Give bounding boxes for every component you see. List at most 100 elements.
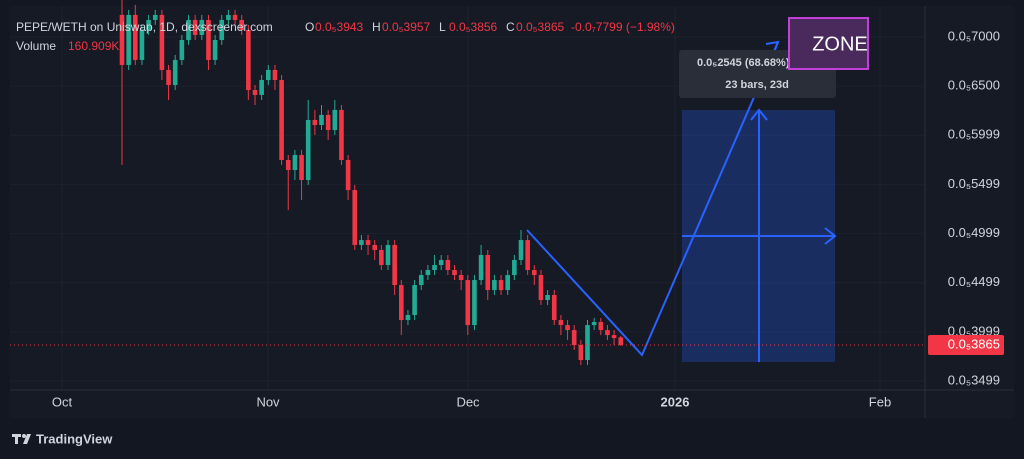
- candle-body: [139, 29, 145, 60]
- candle-body: [239, 19, 244, 30]
- candle-body: [372, 244, 377, 250]
- logo-part: [22, 434, 26, 438]
- candle-body: [339, 109, 344, 160]
- candle-body: [146, 19, 151, 30]
- x-tick-label: Oct: [52, 394, 73, 409]
- measure-label: 0.0₅2545 (68.68%) 2546: [697, 57, 817, 69]
- change-value: -0.0₇7799 (−1.98%): [571, 20, 675, 34]
- candle-body: [578, 344, 584, 361]
- candle-body: [352, 190, 358, 245]
- candle-body: [206, 19, 211, 60]
- candle-body: [538, 275, 544, 300]
- candle-body: [505, 275, 510, 291]
- ohlc-key: H: [372, 20, 381, 34]
- candle-body: [159, 14, 165, 70]
- candle-body: [591, 322, 597, 326]
- y-tick-label: 0.0₅3499: [948, 372, 1000, 387]
- y-tick-label: 0.0₅5999: [948, 127, 1000, 142]
- candle-body: [192, 19, 198, 35]
- candle-body: [532, 270, 537, 276]
- ohlc-value: 0.0₅3865: [516, 20, 565, 34]
- candle-body: [252, 90, 258, 95]
- candle-body: [512, 260, 517, 276]
- candle-body: [485, 254, 491, 291]
- candle-body: [571, 330, 577, 345]
- ohlc-key: C: [506, 20, 515, 34]
- candle-body: [152, 14, 158, 20]
- arrow-head: [750, 108, 768, 121]
- candle-body: [399, 285, 404, 321]
- candle-body: [458, 275, 464, 281]
- candle-body: [219, 19, 225, 40]
- candle-body: [226, 14, 231, 20]
- logo-part: [15, 434, 18, 444]
- y-tick-label: 0.0₅3999: [948, 323, 1000, 338]
- volume-label: Volume: [16, 39, 56, 53]
- y-tick-label: 0.0₅4999: [948, 225, 1000, 240]
- logo-part: [23, 434, 31, 444]
- x-tick-label: Nov: [256, 394, 280, 409]
- candle-body: [119, 14, 125, 65]
- candle-body: [345, 159, 351, 191]
- candle-body: [465, 280, 471, 326]
- candle-body: [545, 294, 550, 300]
- last-price-label: 0.0₅3865: [948, 336, 1000, 351]
- candle-body: [405, 315, 411, 321]
- candle-body: [478, 254, 484, 281]
- zone-label: ZONE: [812, 33, 868, 55]
- brand-name: TradingView: [36, 431, 113, 446]
- y-tick-label: 0.0₅5499: [948, 176, 1000, 191]
- candle-body: [133, 14, 138, 60]
- candle-body: [598, 322, 604, 331]
- candle-body: [332, 109, 338, 130]
- y-tick-label: 0.0₅7000: [948, 28, 1000, 43]
- candle-body: [172, 59, 178, 85]
- candle-body: [618, 337, 624, 345]
- candle-body: [246, 29, 251, 91]
- candle-body: [279, 79, 284, 160]
- y-tick-label: 0.0₅4499: [948, 274, 1000, 289]
- ohlc-value: 0.0₅3856: [449, 20, 498, 34]
- candle-body: [385, 244, 391, 266]
- candle-body: [452, 270, 457, 276]
- ohlc-value: 0.0₅3943: [315, 20, 364, 34]
- measure-label: 23 bars, 23d: [725, 79, 789, 91]
- candle-body: [266, 69, 271, 80]
- candle-body: [525, 240, 530, 271]
- candle-body: [365, 240, 371, 245]
- candle-body: [558, 320, 564, 326]
- chart-title: PEPE/WETH on Uniswap, 1D, dexscreener.co…: [16, 20, 273, 34]
- arrow-head: [824, 227, 837, 245]
- projection-line: [526, 41, 779, 357]
- volume-value: 160.909K: [68, 39, 119, 53]
- candle-body: [565, 325, 570, 331]
- candle-body: [319, 114, 324, 125]
- last-price-box: [928, 334, 1004, 355]
- ohlc-key: O: [305, 20, 314, 34]
- candle-body: [498, 280, 504, 291]
- zone-box: [788, 17, 869, 70]
- candle-body: [232, 14, 238, 20]
- candle-body: [432, 265, 437, 271]
- brand-logo: [12, 434, 31, 444]
- candle-body: [259, 79, 264, 95]
- candle-body: [585, 325, 590, 361]
- candle-body: [359, 240, 364, 245]
- candle-body: [412, 285, 417, 316]
- candle-body: [126, 14, 131, 65]
- ohlc-value: 0.0₅3957: [382, 20, 431, 34]
- x-tick-label: Feb: [869, 394, 891, 409]
- candle-body: [299, 154, 304, 181]
- candle-body: [445, 260, 451, 271]
- candle-body: [285, 159, 291, 170]
- ohlc-key: L: [439, 20, 446, 34]
- candle-body: [605, 330, 610, 336]
- candle-body: [551, 294, 557, 321]
- x-tick-label: 2026: [661, 394, 690, 409]
- candle-body: [305, 119, 311, 181]
- candle-body: [179, 39, 185, 60]
- drawings: [526, 40, 837, 362]
- candle-body: [418, 275, 424, 286]
- y-tick-label: 0.0₅6500: [948, 78, 1000, 93]
